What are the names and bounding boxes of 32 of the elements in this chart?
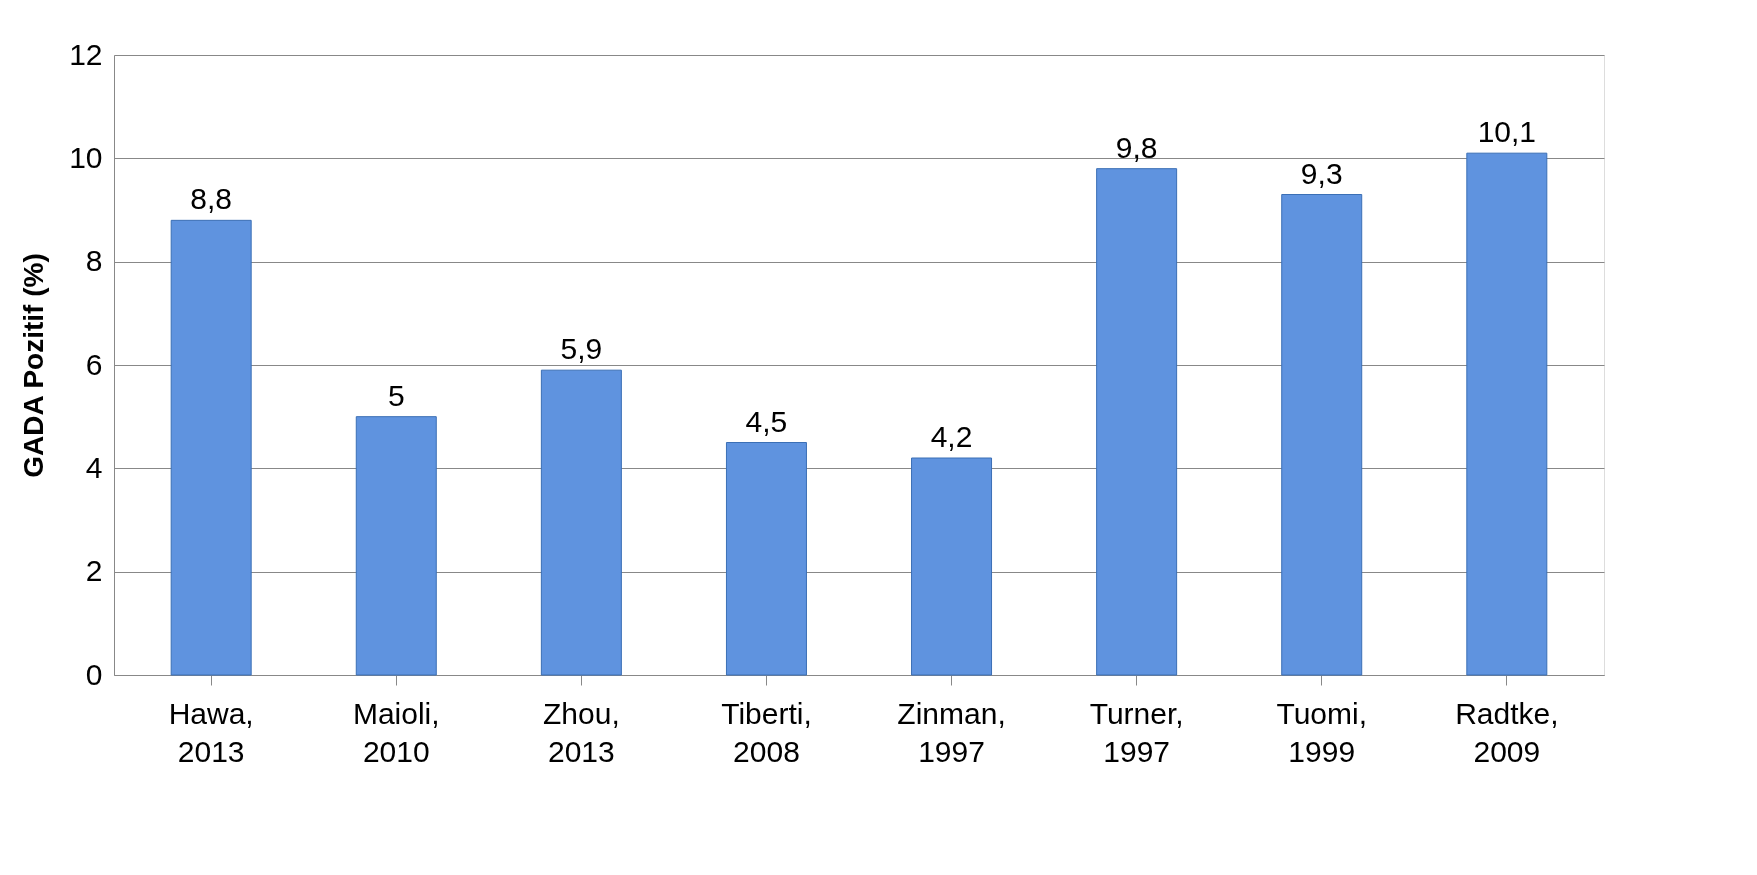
bar [170, 219, 252, 676]
x-tick-label: Tiberti, 2008 [721, 696, 812, 768]
x-tick-label: Turner, 1997 [1089, 696, 1184, 768]
x-tick-label: Maioli, 2010 [352, 696, 440, 768]
data-label: 10,1 [1477, 115, 1537, 149]
bar [911, 457, 993, 676]
data-label: 9,3 [1300, 156, 1343, 190]
y-tick-label: 12 [69, 37, 103, 71]
bar [355, 416, 437, 676]
x-tick-label: Zinman, 1997 [897, 696, 1006, 768]
y-tick-label: 2 [85, 554, 103, 588]
bar [1096, 168, 1178, 676]
bar [725, 442, 807, 676]
data-label: 5 [387, 378, 405, 412]
bar [1281, 194, 1363, 676]
bar [1466, 152, 1548, 676]
x-tick-label: Zhou, 2013 [543, 696, 620, 768]
data-label: 9,8 [1115, 130, 1158, 164]
x-tick-label: Tuomi, 1999 [1276, 696, 1368, 768]
data-label: 8,8 [190, 182, 233, 216]
y-tick-label: 6 [85, 347, 103, 381]
x-tick-label: Hawa, 2013 [168, 696, 254, 768]
y-tick-label: 0 [85, 657, 103, 691]
y-tick-label: 4 [85, 450, 103, 484]
data-label: 4,5 [745, 404, 788, 438]
data-label: 4,2 [930, 420, 973, 453]
bar [540, 369, 622, 676]
y-tick-label: 8 [85, 244, 103, 278]
data-label: 5,9 [560, 332, 603, 366]
y-tick-label: 10 [69, 140, 103, 174]
y-axis-title: GADA Pozitif (%) [18, 253, 50, 478]
x-tick-label: Radtke, 2009 [1455, 696, 1559, 768]
